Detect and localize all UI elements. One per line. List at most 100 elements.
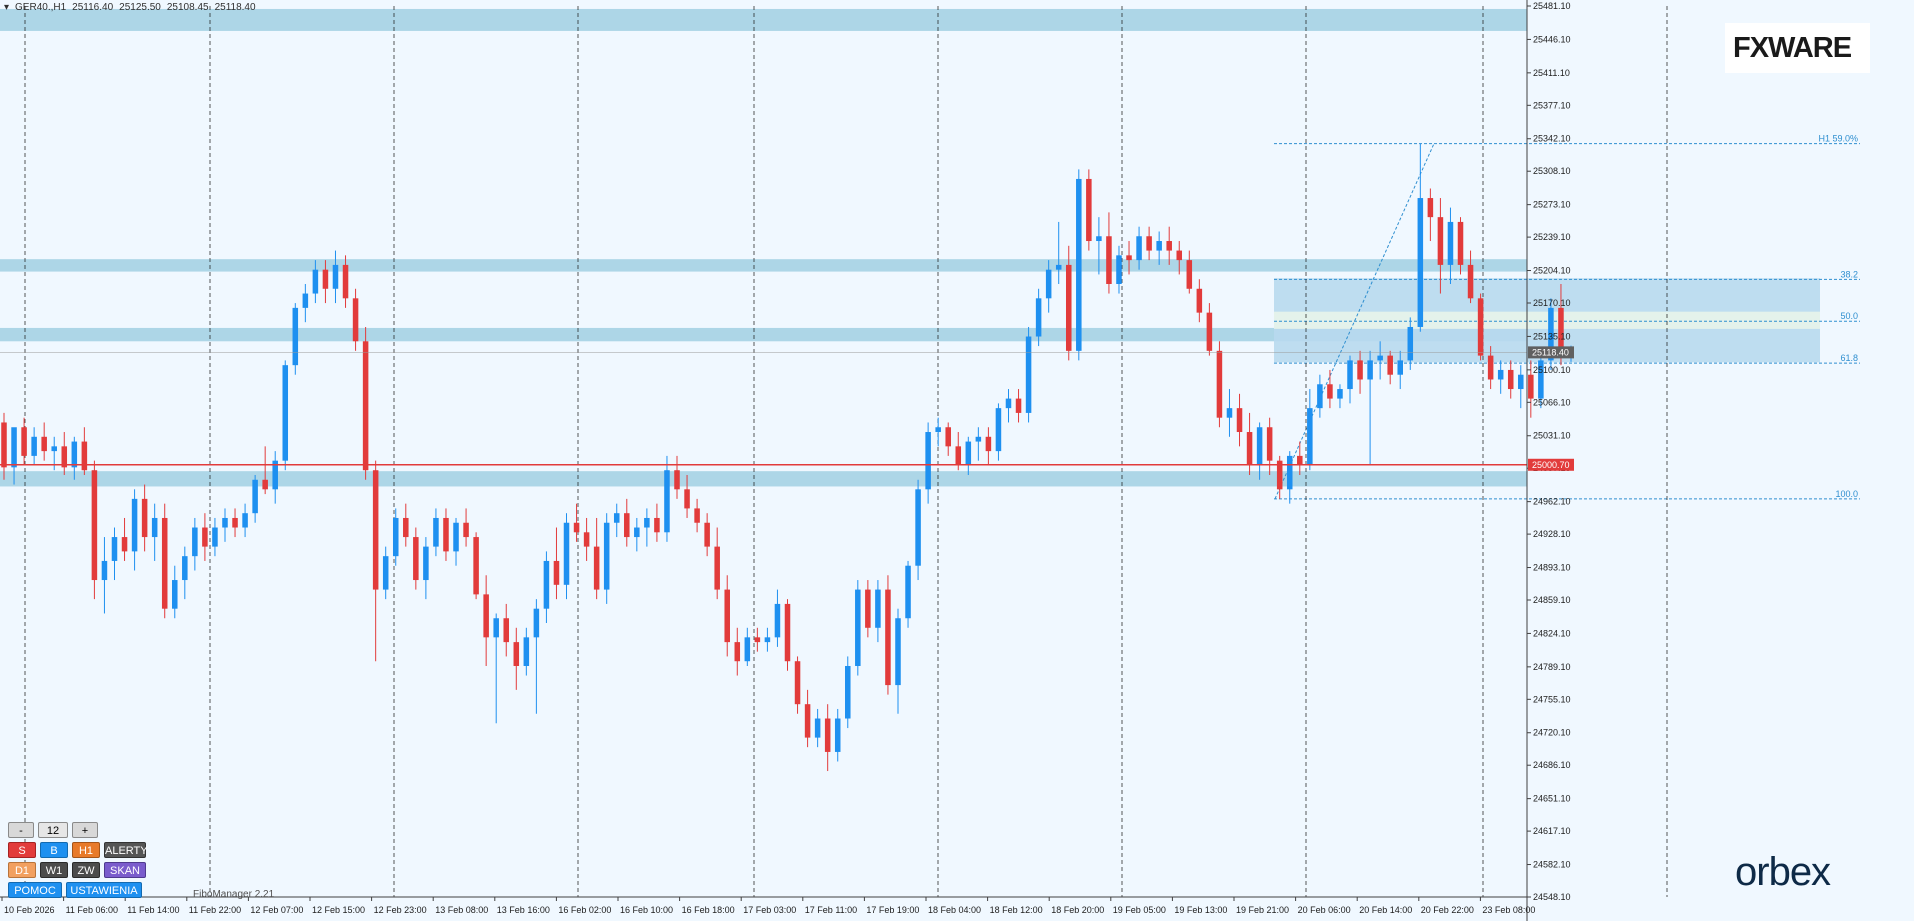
panel-row-actions: S B H1 ALERTY xyxy=(8,842,148,858)
candle-body-155 xyxy=(1558,307,1564,356)
time-tick-label-2: 11 Feb 14:00 xyxy=(127,905,179,915)
candle-body-70 xyxy=(704,522,710,547)
candle-body-43 xyxy=(433,517,439,547)
candle-body-90 xyxy=(905,565,911,619)
candle-body-137 xyxy=(1377,355,1383,361)
candle-body-88 xyxy=(885,589,891,686)
candle-body-67 xyxy=(674,470,680,490)
candle-body-85 xyxy=(855,589,861,666)
time-tick-label-6: 12 Feb 23:00 xyxy=(374,905,427,915)
candle-body-81 xyxy=(814,718,821,738)
candle-body-20 xyxy=(202,527,208,547)
candle-body-38 xyxy=(382,556,389,590)
candle-body-83 xyxy=(834,718,841,752)
candle-body-123 xyxy=(1236,408,1243,433)
close-price: 25118.40 xyxy=(214,2,256,13)
time-tick-label-14: 17 Feb 19:00 xyxy=(866,905,919,915)
price-tick-label-22: 24720.10 xyxy=(1533,728,1571,738)
current-price-label: 25118.40 xyxy=(1532,347,1569,357)
candle-body-36 xyxy=(362,341,369,471)
candle-body-112 xyxy=(1126,255,1132,261)
fibo-level-label-2: 50.0 xyxy=(1840,311,1858,321)
time-tick-label-11: 16 Feb 18:00 xyxy=(682,905,735,915)
candle-body-48 xyxy=(483,594,489,638)
candle-body-34 xyxy=(342,264,349,299)
scan-button[interactable]: SKAN xyxy=(104,862,146,878)
candle-body-129 xyxy=(1297,455,1303,466)
candle-body-14 xyxy=(141,498,148,538)
time-tick-label-19: 19 Feb 13:00 xyxy=(1174,905,1227,915)
candle-body-95 xyxy=(955,446,962,466)
candle-body-133 xyxy=(1337,389,1343,399)
candle-body-44 xyxy=(443,517,449,552)
price-tick-label-17: 24893.10 xyxy=(1533,563,1571,573)
fibo-level-label-4: 100.0 xyxy=(1835,489,1858,499)
symbol-info-bar[interactable]: ▾ GER40.,H1 25116.40 25125.50 25108.45 25118.… xyxy=(4,2,262,13)
indicator-label: FiboManager 2.21 xyxy=(193,889,275,900)
sell-button[interactable]: S xyxy=(8,842,36,858)
price-axis: 25481.10 25446.10 25411.10 25377.10 25342.10… xyxy=(1526,0,1574,921)
price-levels xyxy=(0,352,1527,466)
d1-button[interactable]: D1 xyxy=(8,862,36,878)
increase-button[interactable]: + xyxy=(72,822,98,838)
candle-body-66 xyxy=(664,470,670,533)
candle-body-37 xyxy=(372,470,379,590)
price-tick-label-5: 25308.10 xyxy=(1533,166,1571,176)
settings-button[interactable]: USTAWIENIA xyxy=(66,882,142,898)
time-tick-label-20: 19 Feb 21:00 xyxy=(1236,905,1289,915)
price-tick-label-9: 25170.10 xyxy=(1533,298,1571,308)
candle-body-42 xyxy=(423,546,429,581)
candle-body-128 xyxy=(1286,455,1293,490)
price-tick-label-1: 25446.10 xyxy=(1533,34,1571,44)
candle-body-11 xyxy=(111,537,118,561)
candle-body-0 xyxy=(1,422,7,468)
price-tick-label-13: 25031.10 xyxy=(1533,431,1571,441)
candle-body-143 xyxy=(1437,217,1444,265)
time-tick-label-23: 20 Feb 22:00 xyxy=(1421,905,1474,915)
price-tick-label-18: 24859.10 xyxy=(1533,595,1571,605)
candle-body-72 xyxy=(724,589,730,643)
decrease-button[interactable]: - xyxy=(8,822,34,838)
time-tick-label-18: 19 Feb 05:00 xyxy=(1113,905,1166,915)
candle-body-76 xyxy=(764,637,771,643)
candle-body-23 xyxy=(232,517,238,528)
candle-body-8 xyxy=(81,441,88,471)
candle-body-89 xyxy=(895,618,901,686)
candle-body-45 xyxy=(453,522,459,552)
candle-body-103 xyxy=(1035,298,1042,337)
candle-body-41 xyxy=(413,537,419,581)
price-tick-label-21: 24755.10 xyxy=(1533,694,1571,704)
candle-body-19 xyxy=(192,527,198,557)
h1-button[interactable]: H1 xyxy=(72,842,100,858)
time-tick-label-21: 20 Feb 06:00 xyxy=(1298,905,1351,915)
candle-body-33 xyxy=(332,264,339,289)
time-tick-label-10: 16 Feb 10:00 xyxy=(620,905,673,915)
candle-body-107 xyxy=(1076,178,1082,351)
candle-body-104 xyxy=(1045,269,1052,299)
candle-body-151 xyxy=(1518,374,1524,390)
buy-button[interactable]: B xyxy=(40,842,68,858)
alerts-button[interactable]: ALERTY xyxy=(104,842,148,858)
candle-body-13 xyxy=(131,498,138,552)
price-tick-label-10: 25135.10 xyxy=(1533,331,1571,341)
red-level-label: 25000.70 xyxy=(1532,460,1570,470)
candle-body-109 xyxy=(1096,236,1102,242)
candle-body-59 xyxy=(593,546,600,590)
chevron-down-icon[interactable]: ▾ xyxy=(4,2,10,13)
price-tick-label-7: 25239.10 xyxy=(1533,232,1571,242)
w1-button[interactable]: W1 xyxy=(40,862,68,878)
period-value[interactable]: 12 xyxy=(38,822,68,838)
candle-body-35 xyxy=(352,298,359,342)
candle-body-21 xyxy=(212,527,218,547)
candle-body-58 xyxy=(583,532,590,547)
time-tick-label-16: 18 Feb 12:00 xyxy=(990,905,1043,915)
candle-body-64 xyxy=(644,517,650,528)
candle-body-16 xyxy=(161,517,168,609)
zw-button[interactable]: ZW xyxy=(72,862,100,878)
time-tick-label-9: 16 Feb 02:00 xyxy=(558,905,611,915)
candle-body-130 xyxy=(1307,408,1313,466)
candle-body-134 xyxy=(1347,360,1353,390)
candle-body-124 xyxy=(1246,432,1253,466)
help-button[interactable]: POMOC xyxy=(8,882,62,898)
